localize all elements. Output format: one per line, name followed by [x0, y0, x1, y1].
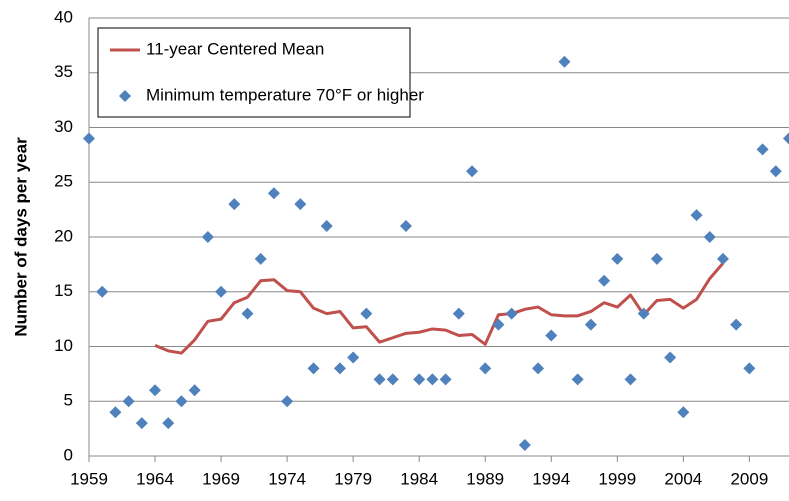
point — [307, 362, 320, 375]
point — [439, 373, 452, 386]
point — [228, 198, 241, 211]
y-tick-label: 30 — [54, 117, 73, 136]
legend-label: 11-year Centered Mean — [146, 39, 324, 58]
x-tick-label: 1979 — [334, 469, 372, 488]
mean-line — [154, 262, 725, 355]
point — [360, 307, 373, 320]
point — [241, 307, 254, 320]
point — [149, 384, 162, 397]
x-tick-label: 1994 — [532, 469, 570, 488]
point — [664, 351, 677, 364]
legend-box — [97, 27, 411, 118]
y-tick-label: 5 — [64, 391, 73, 410]
x-tick-label: 1999 — [598, 469, 636, 488]
point — [83, 132, 95, 145]
point — [175, 395, 188, 408]
point — [545, 329, 558, 342]
point — [730, 318, 743, 331]
point — [783, 132, 789, 145]
x-tick-label: 1964 — [136, 469, 174, 488]
point — [201, 231, 214, 243]
point — [426, 373, 439, 386]
point — [373, 373, 386, 386]
point — [492, 318, 505, 331]
x-tick-label: 1989 — [466, 469, 504, 488]
y-tick-label: 25 — [54, 172, 73, 191]
y-tick-label: 0 — [64, 445, 73, 464]
point — [96, 285, 109, 298]
point — [452, 307, 465, 320]
legend-swatch — [119, 90, 131, 102]
x-tick-label: 2009 — [730, 469, 768, 488]
point — [333, 362, 346, 375]
point — [611, 252, 624, 265]
point — [399, 220, 412, 233]
y-tick-label: 20 — [54, 226, 73, 245]
point — [677, 406, 690, 419]
point — [532, 362, 545, 375]
point — [188, 384, 201, 397]
point — [267, 187, 280, 200]
point — [703, 231, 716, 243]
point — [624, 373, 637, 386]
point — [466, 165, 479, 178]
y-axis-label: Number of days per year — [11, 137, 30, 337]
point — [109, 406, 122, 419]
point — [690, 209, 703, 222]
point — [743, 362, 756, 375]
point — [162, 417, 175, 430]
point — [135, 417, 148, 430]
point — [518, 439, 531, 452]
point — [716, 252, 729, 265]
y-tick-label: 35 — [54, 62, 73, 81]
point — [769, 165, 782, 178]
x-tick-label: 1984 — [400, 469, 438, 488]
point — [756, 143, 769, 156]
point — [505, 307, 518, 320]
x-tick-label: 1959 — [70, 469, 108, 488]
point — [650, 252, 663, 265]
y-tick-label: 40 — [54, 7, 73, 26]
point — [281, 395, 294, 408]
point — [215, 285, 228, 298]
point — [413, 373, 426, 386]
legend-label: Minimum temperature 70°F or higher — [146, 85, 424, 104]
point — [558, 55, 571, 68]
point — [637, 307, 650, 320]
point — [320, 220, 333, 233]
x-tick-label: 2004 — [664, 469, 702, 488]
point — [571, 373, 584, 386]
y-tick-label: 15 — [54, 281, 73, 300]
point — [122, 395, 135, 408]
point — [347, 351, 360, 364]
point — [254, 252, 267, 265]
point — [598, 274, 611, 287]
x-tick-label: 1974 — [268, 469, 306, 488]
point — [479, 362, 492, 375]
point — [584, 318, 597, 331]
x-tick-label: 1969 — [202, 469, 240, 488]
point — [386, 373, 399, 386]
point — [294, 198, 307, 211]
y-tick-label: 10 — [54, 336, 73, 355]
